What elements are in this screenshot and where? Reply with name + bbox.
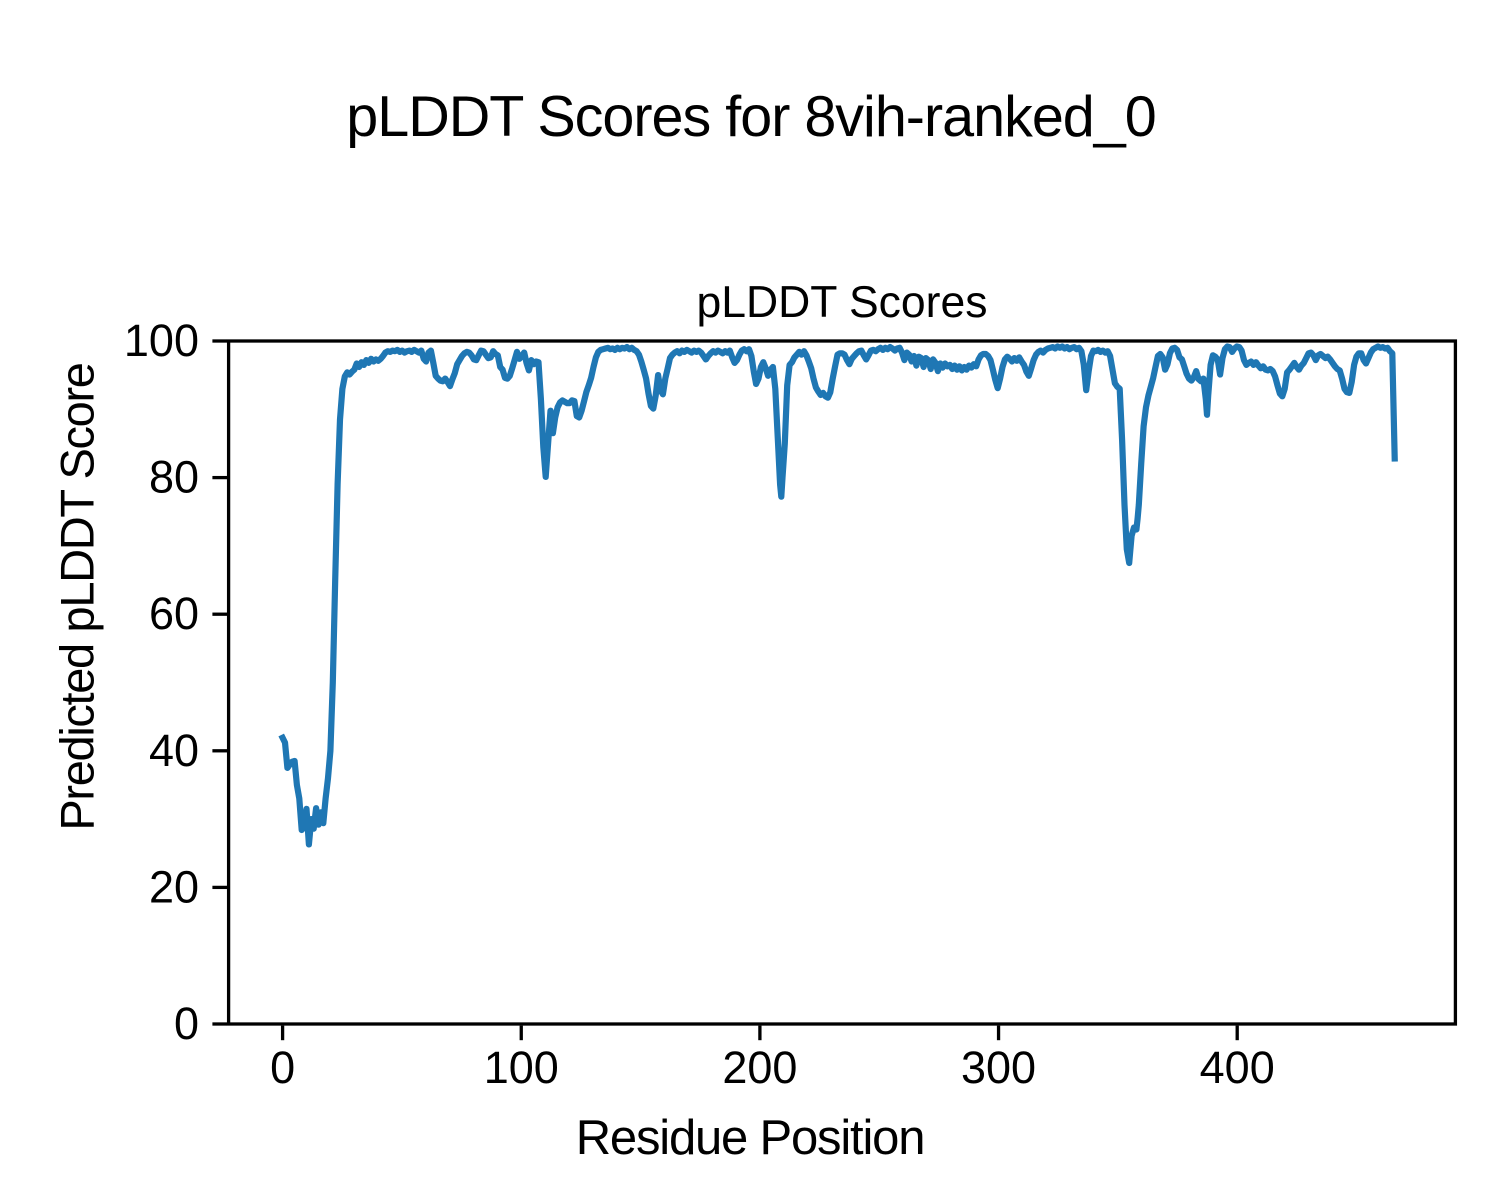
svg-text:60: 60 [149, 588, 199, 639]
svg-text:0: 0 [270, 1042, 295, 1093]
svg-text:200: 200 [722, 1042, 797, 1093]
svg-text:0: 0 [174, 998, 199, 1049]
svg-text:Residue Position: Residue Position [576, 1111, 925, 1165]
svg-text:20: 20 [149, 861, 199, 912]
svg-text:400: 400 [1200, 1042, 1275, 1093]
svg-text:100: 100 [124, 315, 199, 366]
svg-text:80: 80 [149, 452, 199, 503]
svg-text:pLDDT Scores for 8vih-ranked_0: pLDDT Scores for 8vih-ranked_0 [346, 85, 1155, 149]
svg-text:300: 300 [961, 1042, 1036, 1093]
svg-text:Predicted pLDDT Score: Predicted pLDDT Score [51, 363, 104, 830]
svg-text:100: 100 [484, 1042, 559, 1093]
svg-text:40: 40 [149, 725, 199, 776]
svg-text:pLDDT Scores: pLDDT Scores [696, 278, 987, 327]
